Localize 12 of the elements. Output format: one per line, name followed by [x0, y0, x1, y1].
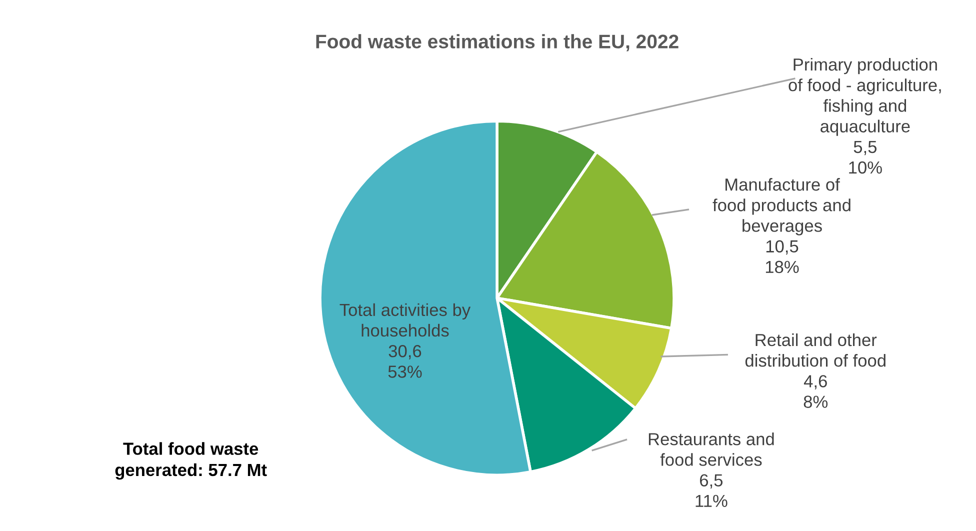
slice-label: Retail and other distribution of food	[745, 333, 886, 367]
data-label: 5,5 10%	[849, 140, 882, 174]
data-label: 10,5 18%	[766, 240, 799, 274]
slice-label: Restaurants and food services	[648, 432, 774, 466]
data-label: 30,6 53%	[388, 344, 422, 378]
slice-label: Manufacture of food products and beverages	[712, 178, 850, 236]
data-label: 4,6 8%	[804, 375, 828, 408]
text: Total food waste generated: 57.7 Mt	[115, 442, 267, 480]
slice-label: Total activities by households	[340, 303, 471, 337]
data-label: 6,5 11%	[696, 474, 728, 507]
chart-title: Food waste estimations in the EU, 2022	[316, 34, 678, 52]
slice-label: Primary production of food - agriculture, fishing and aquaculture	[788, 58, 941, 136]
